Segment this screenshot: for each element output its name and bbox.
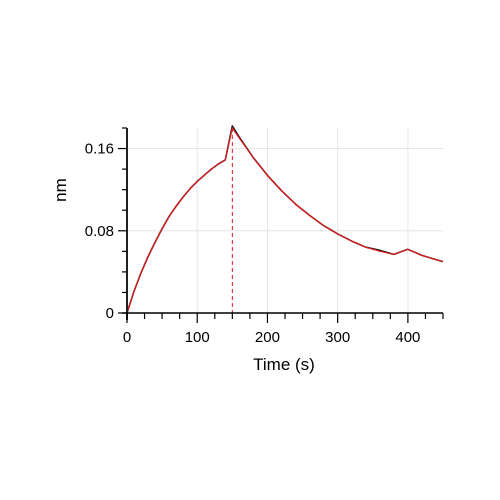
y-axis-title: nm — [51, 178, 70, 202]
series-lines — [126, 125, 444, 314]
series-line-0 — [126, 125, 444, 314]
x-axis-title: Time (s) — [253, 355, 315, 374]
x-tick-label: 100 — [185, 329, 210, 346]
x-tick-label: 200 — [255, 329, 280, 346]
y-tick-label: 0.16 — [85, 141, 114, 158]
y-tick-label: 0.08 — [85, 223, 114, 240]
axes — [118, 127, 444, 323]
x-tick-label: 400 — [395, 329, 420, 346]
x-tick-label: 0 — [123, 329, 131, 346]
x-tick-label: 300 — [325, 329, 350, 346]
tick-labels: 0 100 200 300 400 0 0.08 0.16 — [85, 141, 421, 346]
grid — [127, 128, 443, 313]
series-line-1 — [126, 127, 444, 314]
y-tick-label: 0 — [106, 305, 114, 322]
